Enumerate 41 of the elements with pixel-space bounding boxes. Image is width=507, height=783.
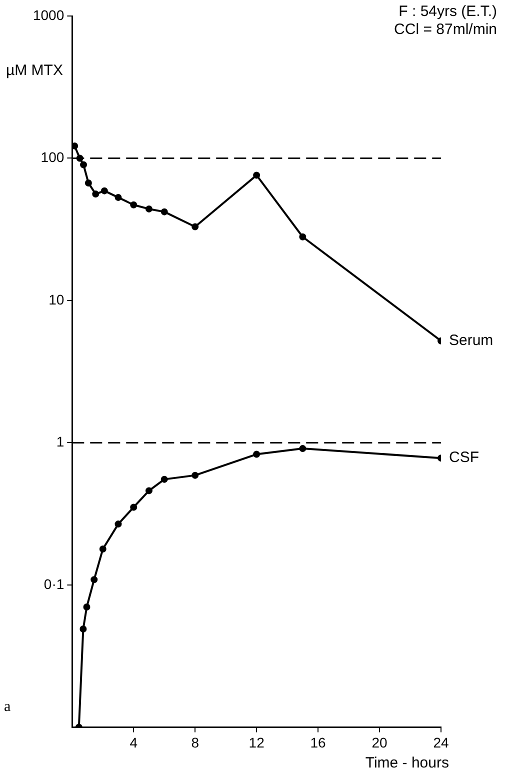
point [299, 233, 306, 240]
point [100, 187, 108, 194]
x-tick-label: 12 [248, 734, 265, 750]
y-axis-title: µM MTX [6, 62, 63, 80]
y-tick-label: 1000 [32, 6, 64, 23]
series-label: Serum [449, 332, 494, 350]
point [160, 476, 168, 483]
point [80, 626, 87, 633]
point [114, 520, 122, 528]
point [160, 208, 168, 216]
point [80, 161, 88, 168]
x-tick-label: 24 [433, 734, 449, 750]
series-label: CSF [449, 449, 479, 466]
point [99, 545, 106, 552]
point [253, 450, 260, 458]
x-tick-label: 16 [310, 734, 326, 750]
point [130, 504, 138, 511]
annotation: F : 54yrs (E.T.) [398, 3, 498, 20]
text: a [4, 699, 11, 716]
point [84, 179, 92, 186]
point [145, 205, 152, 212]
point [253, 172, 260, 179]
point [145, 487, 152, 494]
point [90, 576, 98, 584]
point [192, 223, 199, 230]
point [299, 445, 306, 452]
point [72, 142, 78, 150]
point [114, 194, 122, 201]
x-tick-label: 20 [372, 734, 388, 750]
point [130, 201, 138, 208]
y-tick-label: 1 [56, 434, 64, 450]
y-tick-label: 100 [40, 149, 64, 166]
x-tick-label: 8 [191, 734, 200, 750]
x-tick-label: 4 [130, 734, 138, 750]
point [83, 603, 90, 610]
annotation: CCl = 87ml/min [394, 21, 497, 38]
y-tick-label: 0·1 [44, 576, 64, 592]
y-tick-label: 10 [48, 291, 64, 308]
point [92, 190, 100, 198]
point [192, 472, 199, 479]
x-axis-title: Time - hours [365, 754, 449, 772]
